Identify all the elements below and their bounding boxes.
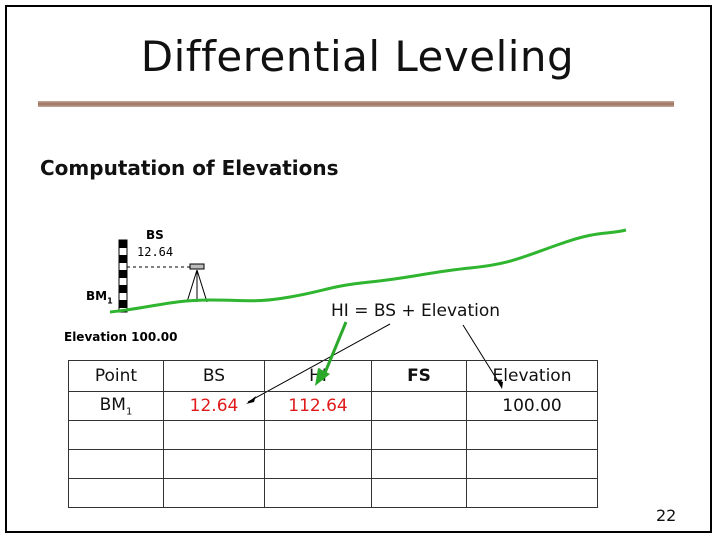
leveling-table: Point BS HI FS Elevation BM1 12.64 112.6… [68, 360, 598, 508]
header-elevation: Elevation [466, 360, 598, 392]
table-row [68, 478, 598, 508]
cell-elevation: 100.00 [466, 391, 598, 421]
slide-title: Differential Leveling [140, 32, 575, 81]
level-instrument-icon [186, 263, 208, 303]
hi-formula: HI = BS + Elevation [331, 301, 501, 321]
title-divider [38, 101, 674, 107]
green-arrow-head-icon [315, 368, 330, 386]
slide-subtitle: Computation of Elevations [40, 156, 339, 180]
elevation-label: Elevation 100.00 [64, 330, 178, 344]
page-number: 22 [656, 506, 677, 525]
leveling-rod-icon [118, 239, 128, 313]
table-row: BM1 12.64 112.64 100.00 [68, 391, 598, 421]
header-hi: HI [264, 360, 372, 392]
ground-profile-line [109, 228, 627, 314]
header-bs: BS [163, 360, 265, 392]
bs-label: BS [146, 228, 164, 242]
bs-value: 12.64 [137, 245, 174, 259]
bm-label: BM1 [86, 289, 113, 306]
table-row [68, 420, 598, 450]
header-fs: FS [371, 360, 467, 392]
cell-bs: 12.64 [163, 391, 265, 421]
table-header-row: Point BS HI FS Elevation [68, 360, 598, 392]
green-arrow-to-hi [320, 321, 348, 381]
header-point: Point [68, 360, 164, 392]
